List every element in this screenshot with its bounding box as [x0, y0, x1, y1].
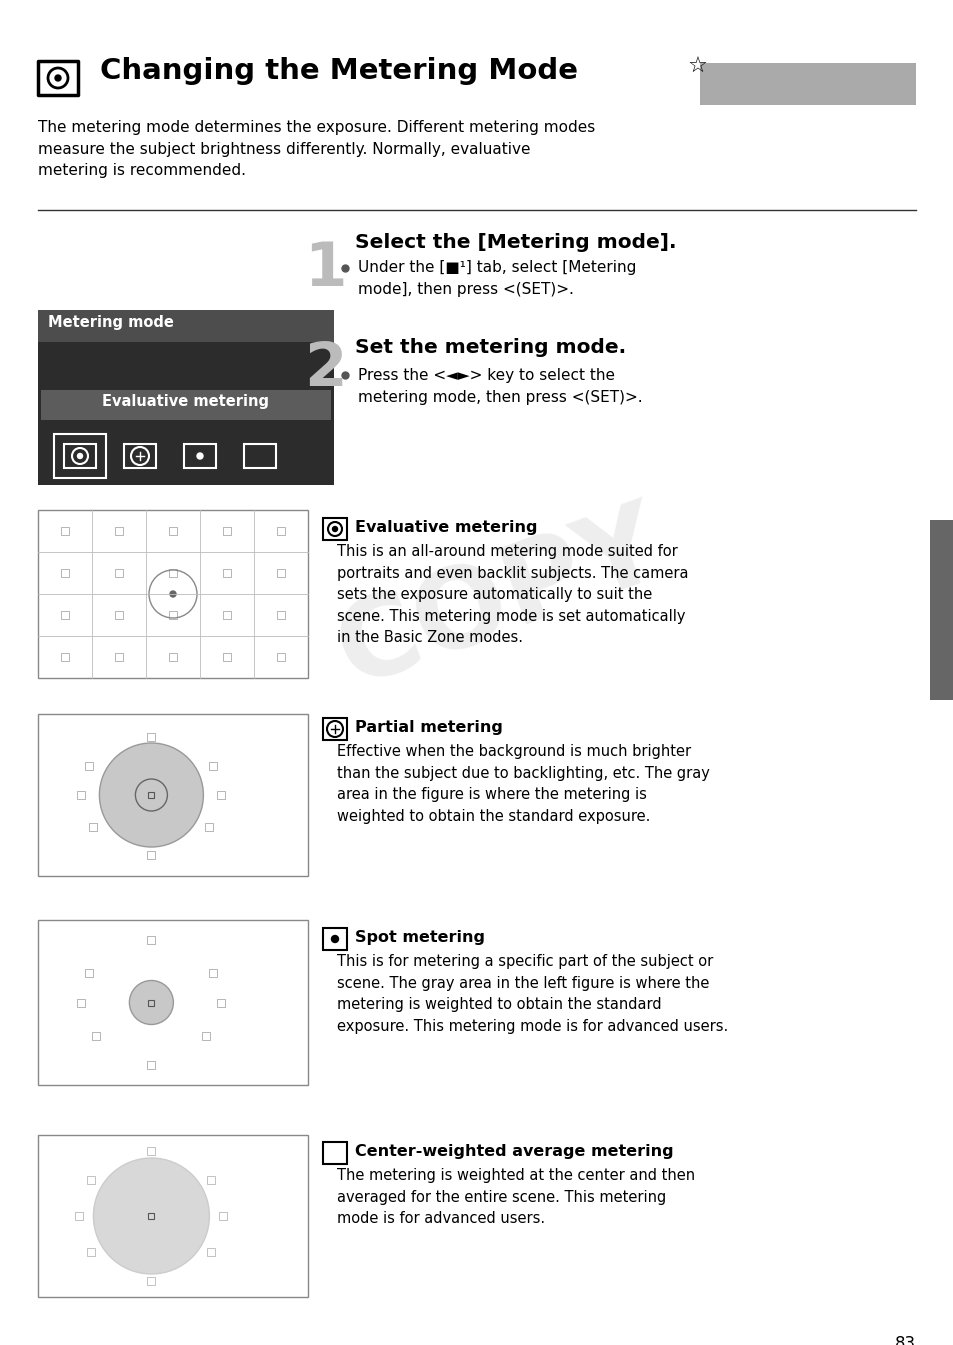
Bar	[323, 718, 347, 740]
Bar	[148, 733, 155, 741]
Bar	[223, 527, 231, 535]
Bar	[86, 761, 93, 769]
Bar	[86, 968, 93, 976]
Bar	[276, 527, 285, 535]
Bar	[115, 569, 123, 577]
Bar	[54, 434, 106, 477]
Bar	[202, 1032, 211, 1040]
Text: Center-weighted average metering: Center-weighted average metering	[355, 1145, 673, 1159]
Bar	[75, 1212, 83, 1220]
Bar	[148, 851, 155, 859]
Circle shape	[170, 590, 175, 597]
Text: This is for metering a specific part of the subject or
scene. The gray area in t: This is for metering a specific part of …	[336, 954, 727, 1034]
Bar	[276, 611, 285, 619]
Bar	[169, 527, 177, 535]
Bar	[184, 444, 215, 468]
Bar	[209, 761, 217, 769]
Bar	[149, 1213, 154, 1219]
Bar	[92, 1032, 100, 1040]
Circle shape	[333, 526, 337, 531]
Bar	[276, 569, 285, 577]
Bar	[244, 444, 275, 468]
Text: The metering is weighted at the center and then
averaged for the entire scene. T: The metering is weighted at the center a…	[336, 1167, 695, 1227]
Text: Changing the Metering Mode: Changing the Metering Mode	[100, 56, 578, 85]
Bar	[149, 792, 154, 798]
Bar	[38, 309, 334, 486]
Bar	[148, 936, 155, 944]
Bar	[38, 1135, 308, 1297]
Bar	[77, 791, 86, 799]
Circle shape	[331, 936, 338, 943]
Bar	[223, 654, 231, 660]
Bar	[38, 510, 308, 678]
Bar	[38, 61, 78, 95]
Bar	[148, 1276, 155, 1284]
Bar	[38, 714, 308, 876]
Bar	[219, 1212, 227, 1220]
Bar	[169, 611, 177, 619]
Circle shape	[99, 742, 203, 847]
Text: Metering mode: Metering mode	[48, 315, 173, 330]
Bar	[148, 1061, 155, 1069]
Bar	[223, 611, 231, 619]
Bar	[205, 823, 213, 831]
Bar	[217, 998, 225, 1006]
Bar	[209, 968, 217, 976]
Bar	[207, 1248, 215, 1256]
Text: 2: 2	[303, 340, 346, 399]
Bar	[38, 920, 308, 1085]
Text: The metering mode determines the exposure. Different metering modes
measure the : The metering mode determines the exposur…	[38, 120, 595, 178]
Bar	[88, 1248, 95, 1256]
Bar	[61, 611, 69, 619]
Bar	[149, 999, 154, 1006]
Circle shape	[196, 453, 203, 459]
Bar	[88, 1177, 95, 1185]
Bar	[207, 1177, 215, 1185]
Bar	[61, 527, 69, 535]
Circle shape	[77, 453, 82, 459]
Bar	[169, 654, 177, 660]
Bar	[276, 654, 285, 660]
Bar	[61, 569, 69, 577]
Bar	[148, 1147, 155, 1155]
Bar	[115, 654, 123, 660]
Text: 1: 1	[303, 241, 346, 300]
Bar	[700, 63, 915, 105]
Bar	[323, 1142, 347, 1163]
Bar	[38, 309, 334, 342]
Text: COPY: COPY	[323, 492, 677, 707]
Bar	[223, 569, 231, 577]
Bar	[77, 998, 86, 1006]
Bar	[929, 521, 953, 699]
Text: Effective when the background is much brighter
than the subject due to backlight: Effective when the background is much br…	[336, 744, 709, 823]
Bar	[124, 444, 156, 468]
Text: 83: 83	[894, 1336, 915, 1345]
Text: Set the metering mode.: Set the metering mode.	[355, 338, 625, 356]
Bar	[323, 928, 347, 950]
Circle shape	[93, 1158, 209, 1274]
Circle shape	[130, 981, 173, 1025]
Text: ☆: ☆	[687, 56, 707, 77]
Bar	[217, 791, 225, 799]
Text: Press the <◄►> key to select the
metering mode, then press <(SET)>.: Press the <◄►> key to select the meterin…	[357, 369, 642, 405]
Text: Evaluative metering: Evaluative metering	[355, 521, 537, 535]
Bar	[169, 569, 177, 577]
Bar	[64, 444, 96, 468]
Text: Select the [Metering mode].: Select the [Metering mode].	[355, 233, 676, 252]
Bar	[61, 654, 69, 660]
Bar	[90, 823, 97, 831]
Text: Evaluative metering: Evaluative metering	[102, 394, 269, 409]
Bar	[323, 518, 347, 539]
Text: Partial metering: Partial metering	[355, 720, 502, 734]
Text: Under the [■¹] tab, select [Metering
mode], then press <(SET)>.: Under the [■¹] tab, select [Metering mod…	[357, 260, 636, 297]
Bar	[41, 390, 331, 420]
Circle shape	[55, 75, 61, 81]
Text: This is an all-around metering mode suited for
portraits and even backlit subjec: This is an all-around metering mode suit…	[336, 543, 688, 646]
Text: Spot metering: Spot metering	[355, 929, 484, 946]
Bar	[115, 611, 123, 619]
Bar	[115, 527, 123, 535]
